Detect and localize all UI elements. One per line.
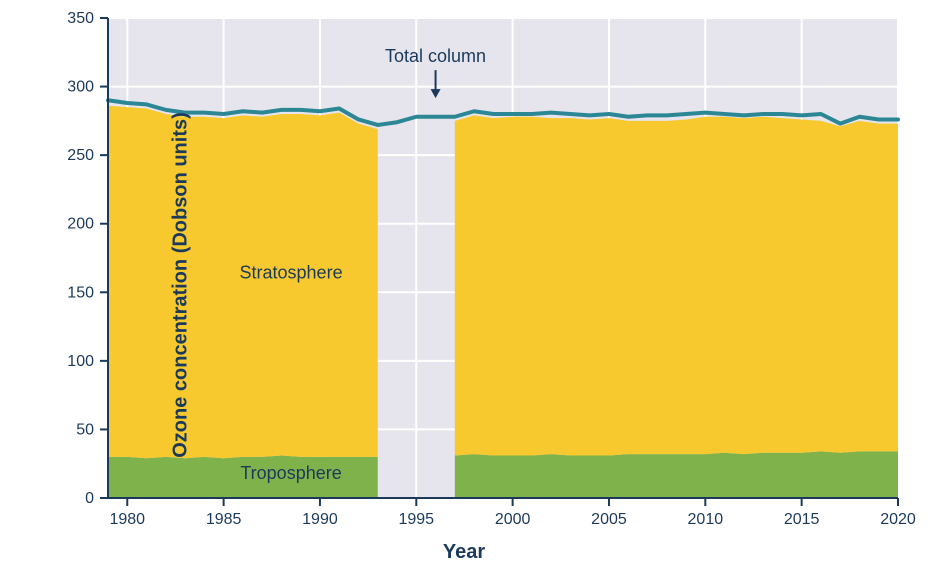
- y-tick-label: 200: [67, 216, 94, 233]
- chart-svg: Troposphere Stratosphere Total column 1980 1…: [0, 0, 928, 570]
- y-axis-label: Ozone concentration (Dobson units): [169, 112, 192, 458]
- x-tick-label: 2020: [880, 511, 916, 528]
- x-tick-label: 1995: [398, 511, 434, 528]
- stratosphere-area: [455, 115, 898, 455]
- troposphere-label: Troposphere: [240, 463, 341, 483]
- y-tick-label: 100: [67, 353, 94, 370]
- x-tick-label: 2010: [688, 511, 724, 528]
- y-tick-label: 350: [67, 10, 94, 27]
- y-tick-label: 150: [67, 284, 94, 301]
- y-tick-label: 50: [76, 421, 94, 438]
- x-axis-label: Year: [443, 541, 485, 564]
- x-tick-label: 2000: [495, 511, 531, 528]
- troposphere-area: [455, 451, 898, 498]
- y-tick-label: 250: [67, 147, 94, 164]
- ozone-chart: Troposphere Stratosphere Total column 1980 1…: [0, 0, 928, 570]
- x-tick-label: 2015: [784, 511, 820, 528]
- x-tick-label: 1985: [206, 511, 242, 528]
- x-tick-label: 1990: [302, 511, 338, 528]
- x-tick-label: 2005: [591, 511, 627, 528]
- y-tick-label: 0: [85, 490, 94, 507]
- y-tick-label: 300: [67, 79, 94, 96]
- x-tick-label: 1980: [109, 511, 145, 528]
- total-column-annotation: Total column: [385, 46, 486, 66]
- stratosphere-label: Stratosphere: [240, 263, 343, 283]
